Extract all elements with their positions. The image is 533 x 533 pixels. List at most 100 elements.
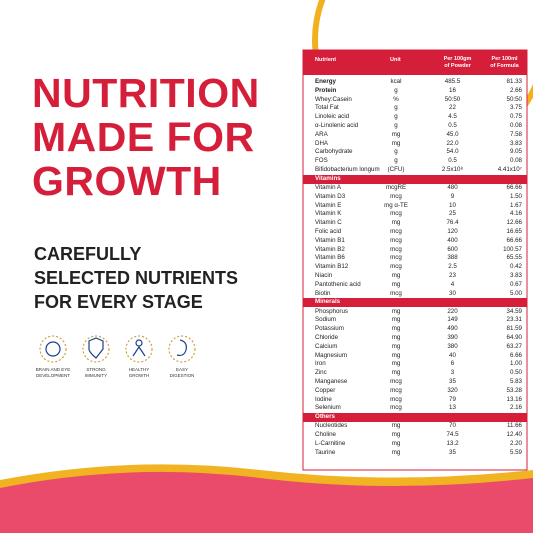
table-cell: 485.5 <box>444 78 461 85</box>
table-cell: 2.5x10⁸ <box>441 166 464 173</box>
table-cell: Vitamin B12 <box>315 263 349 271</box>
table-cell: α-Linolenic acid <box>315 122 359 129</box>
benefit-label: EASY <box>175 367 188 372</box>
table-cell: 4.16 <box>509 210 522 218</box>
table-cell: % <box>393 95 399 103</box>
section-bar <box>303 174 527 184</box>
table-cell: 63.27 <box>506 342 522 350</box>
table-cell: 13 <box>449 404 456 412</box>
table-cell: 10 <box>449 201 456 209</box>
table-cell: 16.65 <box>506 228 522 235</box>
table-cell: mcg <box>390 289 402 297</box>
table-cell: 12.40 <box>506 431 522 439</box>
table-cell: 0.50 <box>509 369 522 377</box>
table-cell: 4.41x10⁷ <box>497 166 522 173</box>
table-cell: 22 <box>449 104 456 112</box>
table-cell: 1.67 <box>509 201 522 209</box>
table-cell: Choline <box>315 431 336 439</box>
table-cell: 0.5 <box>448 157 457 165</box>
table-cell: mg <box>391 360 401 368</box>
table-cell: mg <box>391 351 401 359</box>
table-cell: 4.5 <box>448 113 457 121</box>
section-title: Others <box>315 413 335 421</box>
table-cell: 40 <box>449 351 456 359</box>
table-cell: 54.0 <box>446 148 459 156</box>
table-cell: Phosphorus <box>315 307 349 315</box>
table-cell: 380 <box>447 342 458 350</box>
table-cell: 12.66 <box>506 219 522 227</box>
table-cell: kcal <box>390 78 402 85</box>
table-cell: 34.59 <box>506 307 522 315</box>
table-cell: g <box>394 148 398 156</box>
table-cell: 1.50 <box>509 192 522 200</box>
table-cell: mg α-TE <box>384 201 408 209</box>
table-cell: mcg <box>390 395 402 403</box>
table-cell: 64.90 <box>506 334 522 341</box>
benefit-label: GROWTH <box>128 372 150 378</box>
table-cell: mg <box>391 448 401 456</box>
table-cell: 25 <box>449 210 456 218</box>
table-cell: Pantothenic acid <box>315 280 361 288</box>
table-cell: Vitamin C <box>315 219 342 227</box>
table-cell: Bifidobacterium longum <box>315 166 380 173</box>
table-cell: 0.75 <box>509 113 522 121</box>
table-cell: mg <box>391 130 401 138</box>
table-cell: mcg <box>390 404 402 412</box>
table-cell: mcg <box>390 263 402 271</box>
table-cell: 13.2 <box>446 440 459 447</box>
table-header: of Formula <box>490 62 519 69</box>
table-cell: mcg <box>390 245 402 253</box>
table-cell: Vitamin B1 <box>315 236 345 244</box>
subheadline: CAREFULLY <box>34 244 142 264</box>
table-cell: FOS <box>315 157 328 165</box>
table-cell: 81.33 <box>506 78 522 85</box>
table-cell: Protein <box>315 86 337 94</box>
table-cell: 7.58 <box>509 130 522 138</box>
table-cell: Whey:Casein <box>315 95 352 103</box>
subheadline: FOR EVERY STAGE <box>34 292 203 312</box>
table-cell: 2.66 <box>509 86 522 94</box>
table-cell: Manganese <box>315 378 348 385</box>
table-cell: mcgRE <box>385 184 407 191</box>
table-cell: mg <box>391 307 401 315</box>
table-cell: mcg <box>390 254 402 262</box>
table-cell: 35 <box>449 378 456 385</box>
table-cell: Vitamin K <box>315 210 342 218</box>
table-cell: Magnesium <box>315 351 347 359</box>
table-cell: 65.55 <box>506 254 522 262</box>
table-cell: 0.08 <box>509 122 522 129</box>
table-cell: 3 <box>450 369 455 377</box>
table-cell: mcg <box>390 236 402 244</box>
table-cell: L-Carnitine <box>315 440 346 447</box>
table-cell: mg <box>391 139 401 147</box>
table-cell: mg <box>391 325 401 333</box>
table-cell: 320 <box>447 386 458 394</box>
section-bar <box>303 298 527 308</box>
table-cell: 6.66 <box>509 351 522 359</box>
table-cell: 22.0 <box>446 139 459 147</box>
table-header: Per 100gm <box>443 56 472 62</box>
table-cell: 4 <box>450 280 455 288</box>
table-cell: 50:50 <box>444 95 461 103</box>
table-cell: Selenium <box>315 404 341 412</box>
headline: GROWTH <box>32 158 222 204</box>
table-cell: 13.16 <box>506 395 522 403</box>
table-cell: 79 <box>449 395 456 403</box>
table-cell: 3.75 <box>509 104 522 112</box>
table-cell: 6 <box>450 360 455 368</box>
table-cell: 100.57 <box>503 245 522 253</box>
table-cell: 149 <box>447 316 458 324</box>
table-cell: Sodium <box>315 316 336 324</box>
table-cell: 11.66 <box>506 422 522 430</box>
table-cell: Vitamin B2 <box>315 245 345 253</box>
table-cell: Niacin <box>315 272 333 279</box>
table-cell: 70 <box>449 422 456 430</box>
table-cell: 0.67 <box>509 280 522 288</box>
table-cell: Energy <box>315 78 336 85</box>
section-title: Minerals <box>315 298 341 306</box>
table-cell: mcg <box>390 228 402 235</box>
table-cell: mg <box>391 280 401 288</box>
table-header: of Powder <box>444 62 471 69</box>
